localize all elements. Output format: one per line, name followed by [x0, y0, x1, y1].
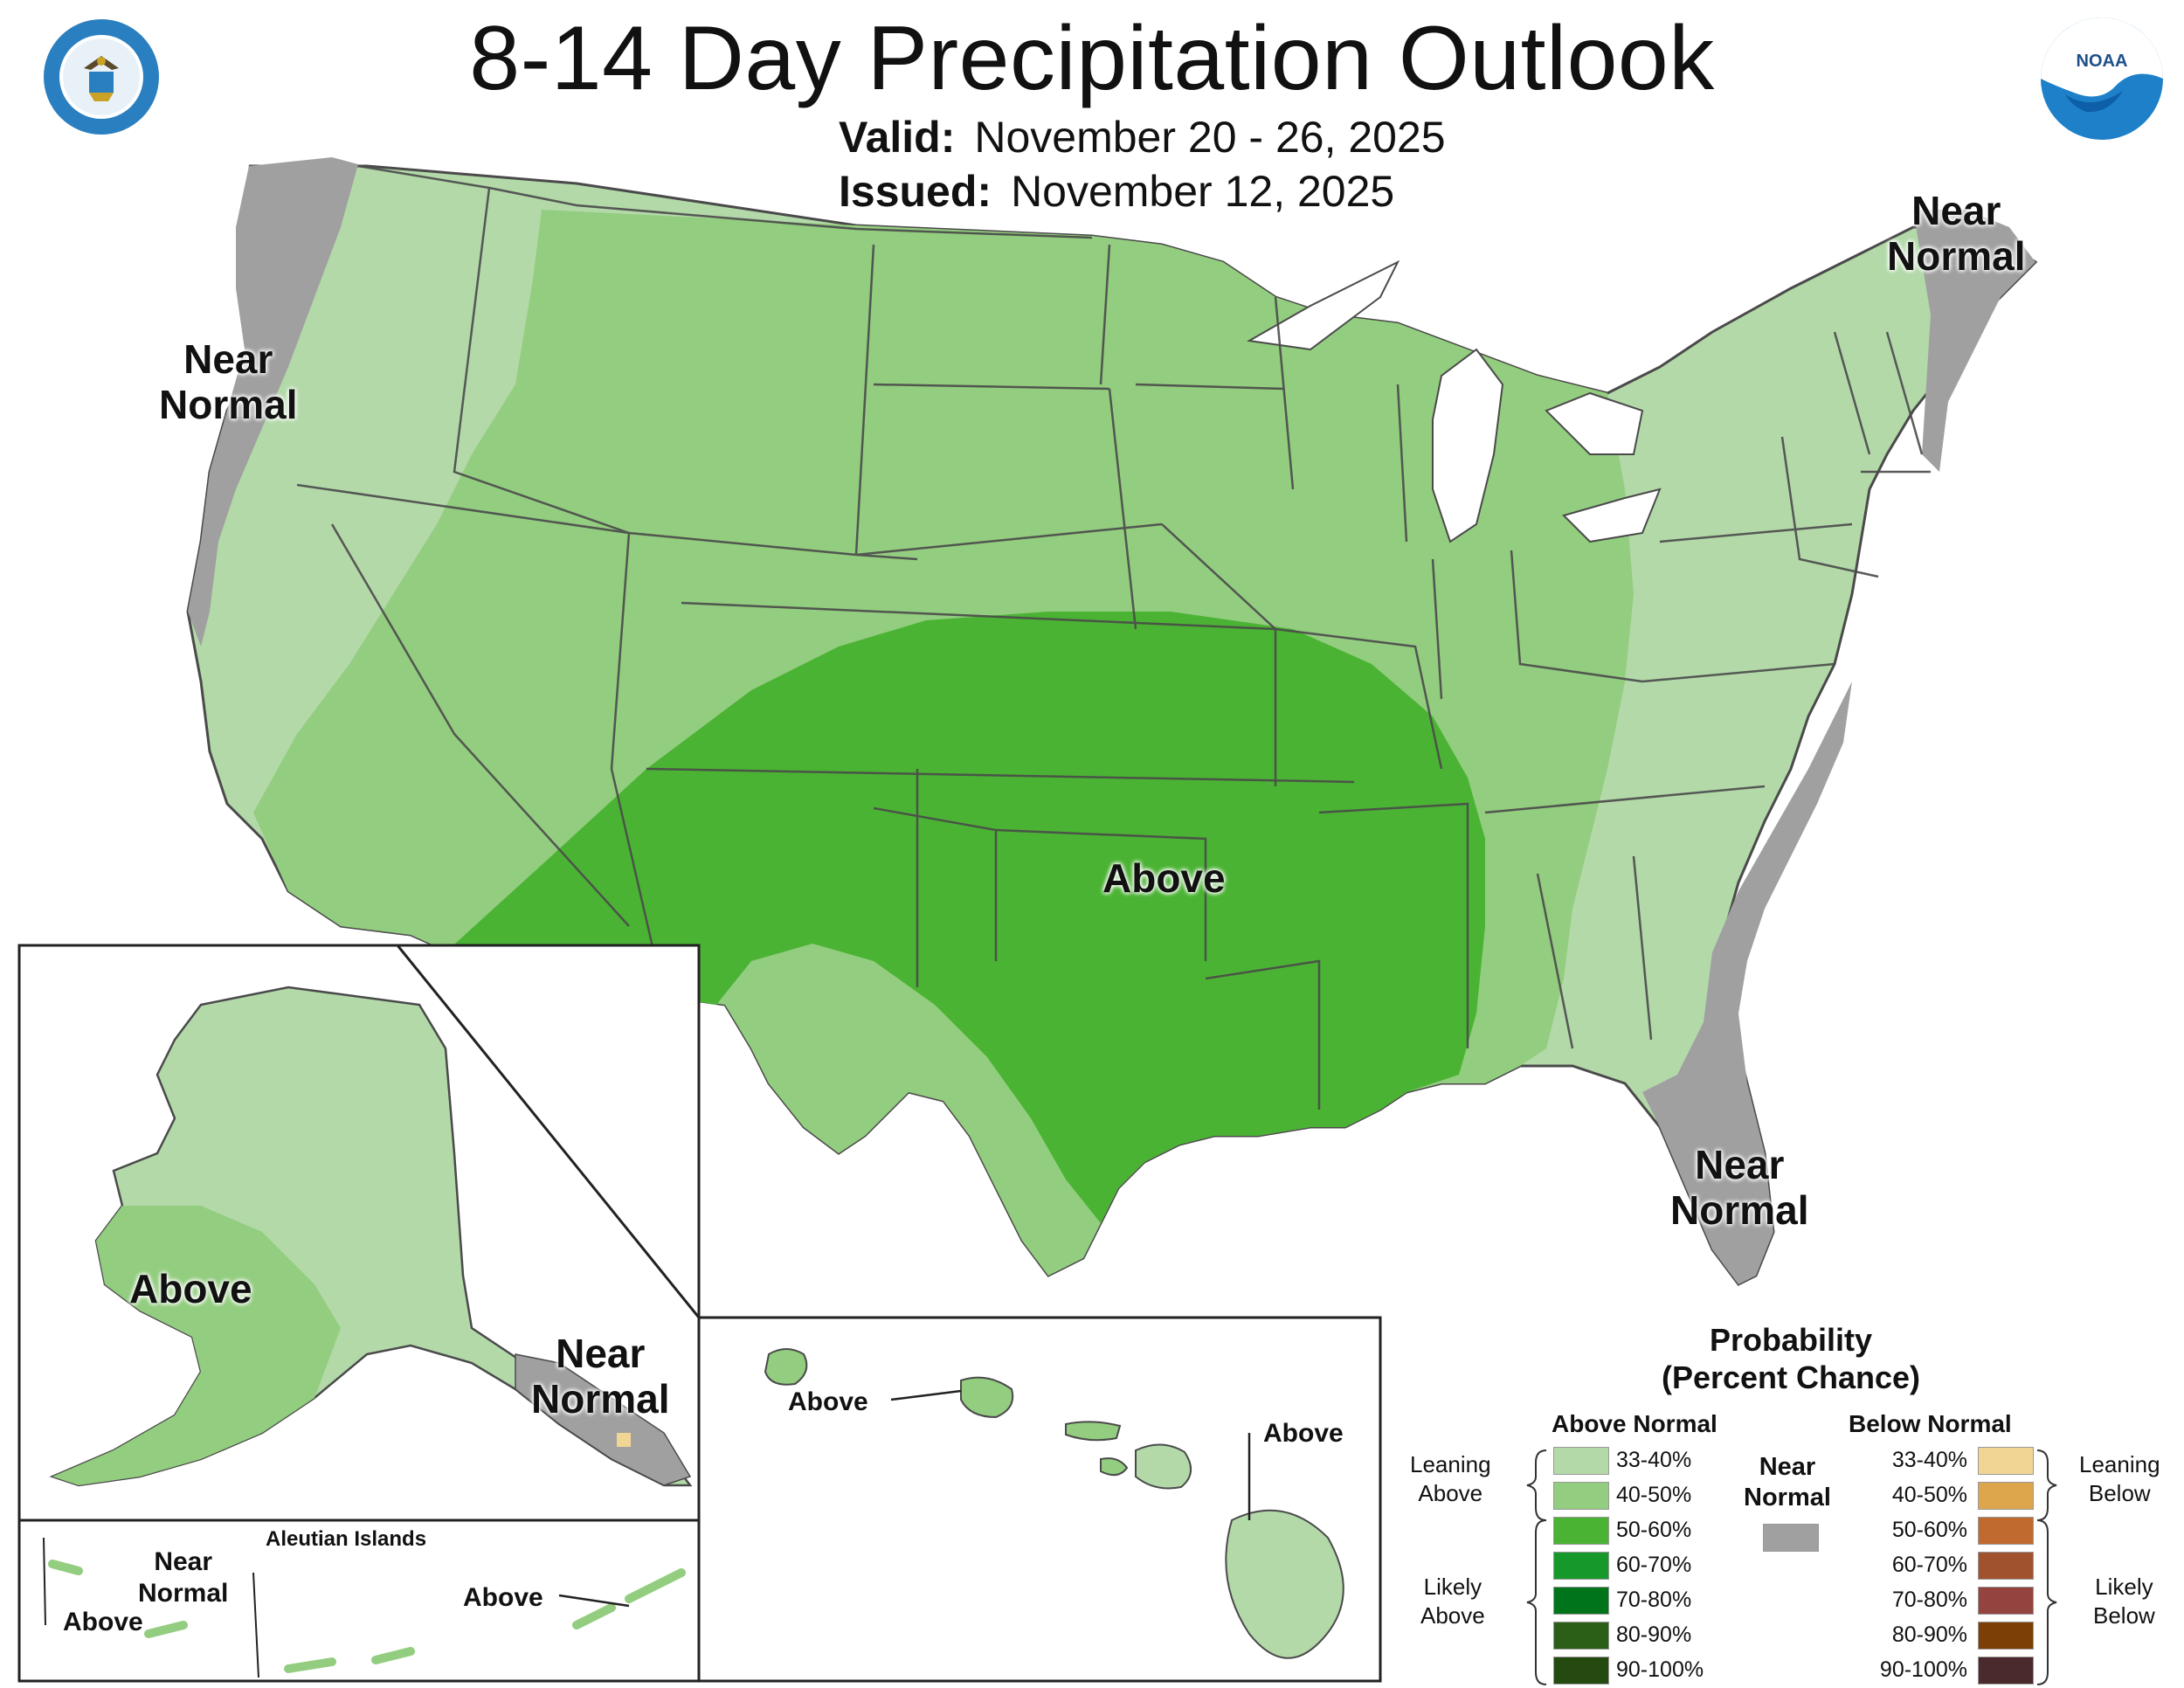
valid-label: Valid:: [839, 113, 956, 162]
legend-above-swatch-0: [1553, 1447, 1609, 1475]
legend-above-label-2: 50-60%: [1616, 1518, 1692, 1542]
aleutian-islands: [48, 1560, 686, 1673]
legend-below-label-4: 70-80%: [1891, 1588, 1967, 1612]
hawaii-above-right-label: Above: [1263, 1419, 1344, 1448]
legend-near-normal-label: Near Normal: [1744, 1453, 1831, 1512]
svg-text:NOAA: NOAA: [2077, 52, 2128, 71]
valid-value: November 20 - 26, 2025: [974, 113, 1446, 162]
above-50-60-region: [446, 612, 1485, 1223]
valid-line: Valid: November 20 - 26, 2025: [839, 112, 1446, 163]
alaska-near-normal-region: [515, 1353, 692, 1486]
label-near-normal-florida: Near Normal: [1670, 1142, 1809, 1233]
legend-leaning-above: Leaning Above: [1410, 1451, 1491, 1506]
commerce-seal-icon: [44, 19, 159, 135]
alaska-above-region: [52, 1206, 341, 1485]
label-near-normal-northwest: Near Normal: [159, 336, 298, 427]
issued-value: November 12, 2025: [1011, 167, 1395, 216]
legend-below-label-1: 40-50%: [1891, 1483, 1967, 1507]
legend-above-header: Above Normal: [1552, 1410, 1717, 1437]
legend-below-swatch-1: [1978, 1482, 2034, 1510]
legend-above-swatch-2: [1553, 1517, 1609, 1545]
legend-above-label-4: 70-80%: [1616, 1588, 1692, 1612]
legend-above-label-1: 40-50%: [1616, 1483, 1692, 1507]
legend-below-swatch-2: [1978, 1517, 2034, 1545]
near-normal-west-coast: [188, 157, 358, 647]
aleutian-near-normal-label: Near Normal: [138, 1547, 229, 1608]
legend-above-label-5: 80-90%: [1616, 1622, 1692, 1647]
legend-below-swatch-3: [1978, 1552, 2034, 1580]
legend-leaning-below: Leaning Below: [2079, 1451, 2160, 1506]
legend-below-label-3: 60-70%: [1891, 1553, 1967, 1577]
maui-island: [1135, 1443, 1192, 1490]
aleutian-inset-frame: [17, 1519, 701, 1683]
legend-near-normal-swatch: [1763, 1524, 1819, 1552]
legend-above-label-6: 90-100%: [1616, 1657, 1704, 1682]
legend-above-swatch-1: [1553, 1482, 1609, 1510]
aleutian-above-east-label: Above: [463, 1583, 543, 1612]
legend-below-label-5: 80-90%: [1891, 1622, 1967, 1647]
alaska-tan-spot: [617, 1433, 631, 1447]
near-normal-northeast: [1913, 210, 2035, 472]
aleutian-above-west-label: Above: [63, 1608, 143, 1636]
legend-below-header: Below Normal: [1849, 1410, 2012, 1437]
legend-above-swatch-6: [1553, 1657, 1609, 1685]
legend-likely-above: Likely Above: [1420, 1574, 1485, 1629]
label-near-normal-alaska: Near Normal: [531, 1331, 670, 1422]
legend-below-swatch-6: [1978, 1657, 2034, 1685]
issued-line: Issued: November 12, 2025: [839, 166, 1394, 217]
near-normal-southeast: [1642, 681, 1852, 1284]
legend-below-label-6: 90-100%: [1879, 1657, 1967, 1682]
hawaii-above-left-label: Above: [788, 1387, 868, 1416]
aleutian-title: Aleutian Islands: [266, 1527, 427, 1551]
legend-above-label-0: 33-40%: [1616, 1448, 1692, 1472]
legend-below-swatch-4: [1978, 1587, 2034, 1615]
legend-above-label-3: 60-70%: [1616, 1553, 1692, 1577]
label-above-alaska: Above: [129, 1266, 252, 1311]
label-above-center: Above: [1102, 855, 1226, 901]
map-title: 8-14 Day Precipitation Outlook: [469, 8, 1715, 109]
big-island: [1225, 1509, 1344, 1659]
great-lakes: [1246, 259, 1662, 543]
legend-likely-below: Likely Below: [2093, 1574, 2155, 1629]
issued-label: Issued:: [839, 167, 992, 216]
legend-below-label-0: 33-40%: [1891, 1448, 1967, 1472]
legend-above-swatch-4: [1553, 1587, 1609, 1615]
legend-above-swatch-3: [1553, 1552, 1609, 1580]
state-boundaries: [296, 164, 1931, 1110]
legend-below-swatch-0: [1978, 1447, 2034, 1475]
noaa-logo-icon: NOAA: [2041, 17, 2163, 140]
label-near-normal-northeast: Near Normal: [1887, 188, 2026, 279]
legend-title: Probability (Percent Chance): [1661, 1322, 1921, 1396]
legend-below-label-2: 50-60%: [1891, 1518, 1967, 1542]
legend-above-swatch-5: [1553, 1622, 1609, 1650]
legend-below-swatch-5: [1978, 1622, 2034, 1650]
hawaii-islands: [764, 1348, 1129, 1477]
